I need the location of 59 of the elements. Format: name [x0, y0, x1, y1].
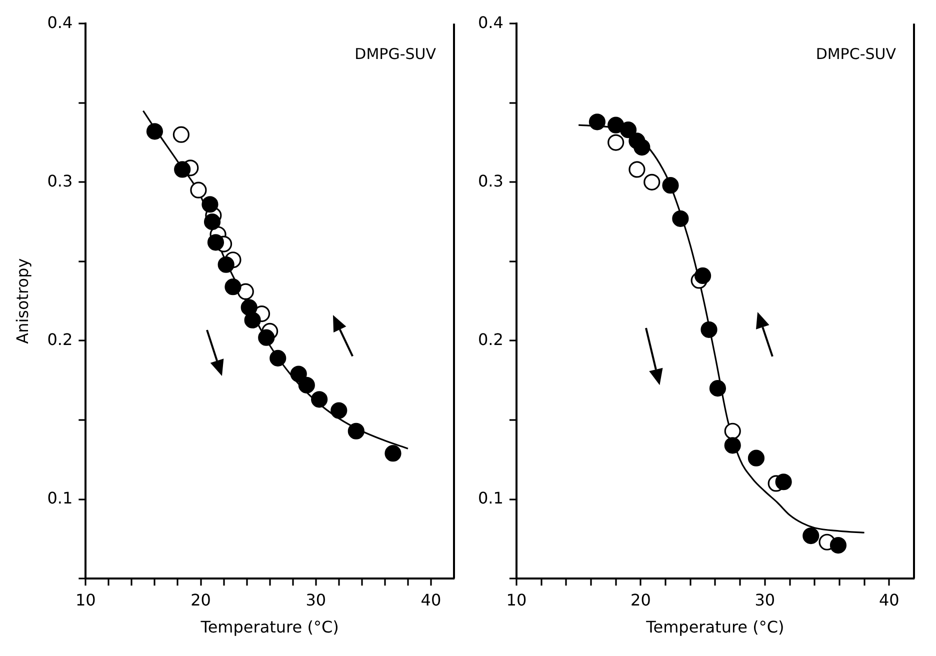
point	[240, 299, 258, 316]
point	[384, 445, 402, 462]
y-axis-title: Anisotropy	[12, 258, 32, 344]
point	[634, 138, 650, 156]
x-tick-label: 10	[506, 590, 527, 610]
y-tick-label: 0.1	[47, 488, 73, 508]
point	[258, 329, 275, 346]
point	[588, 114, 606, 130]
y-tick-label: 0.2	[47, 330, 73, 349]
point	[146, 123, 164, 140]
point	[608, 134, 624, 151]
y-tick-label: 0.3	[47, 171, 73, 190]
point	[775, 474, 792, 490]
point	[218, 256, 234, 273]
y-tick-label: 0.2	[478, 330, 504, 349]
point	[174, 161, 191, 178]
y-tick-label: 0.3	[478, 171, 504, 190]
point	[348, 422, 364, 440]
point	[172, 126, 190, 143]
point	[620, 122, 637, 138]
y-tick-label: 0.1	[478, 488, 504, 508]
point	[202, 196, 218, 213]
point	[802, 527, 820, 544]
x-tick-label: 10	[75, 590, 96, 610]
point	[724, 422, 741, 440]
point	[207, 234, 224, 251]
x-axis-title: Temperature (°C)	[645, 618, 784, 637]
x-tick-label: 30	[754, 590, 776, 610]
x-tick-label: 40	[878, 590, 900, 610]
point	[204, 214, 221, 230]
point	[628, 161, 646, 178]
point	[694, 267, 712, 284]
point	[830, 537, 847, 554]
point	[644, 174, 660, 190]
x-tick-label: 40	[420, 590, 442, 610]
point	[311, 391, 328, 408]
point	[237, 283, 254, 300]
point	[290, 366, 307, 382]
x-axis-title: Temperature (°C)	[200, 618, 339, 637]
point	[709, 380, 726, 397]
point	[270, 350, 286, 366]
annotation: DMPC-SUV	[816, 44, 897, 63]
point	[700, 321, 718, 338]
point	[608, 116, 624, 134]
point	[724, 437, 741, 454]
annotation: DMPG-SUV	[354, 44, 437, 63]
point	[748, 450, 765, 466]
point	[672, 210, 689, 227]
x-tick-label: 20	[190, 590, 211, 610]
point	[190, 182, 207, 198]
point	[330, 402, 348, 419]
point	[662, 177, 679, 194]
x-tick-label: 30	[306, 590, 326, 610]
point	[244, 312, 261, 328]
x-tick-label: 20	[630, 590, 651, 610]
point	[224, 278, 242, 296]
point	[298, 376, 315, 394]
y-tick-label: 0.4	[478, 12, 504, 32]
y-tick-label: 0.4	[47, 12, 73, 32]
